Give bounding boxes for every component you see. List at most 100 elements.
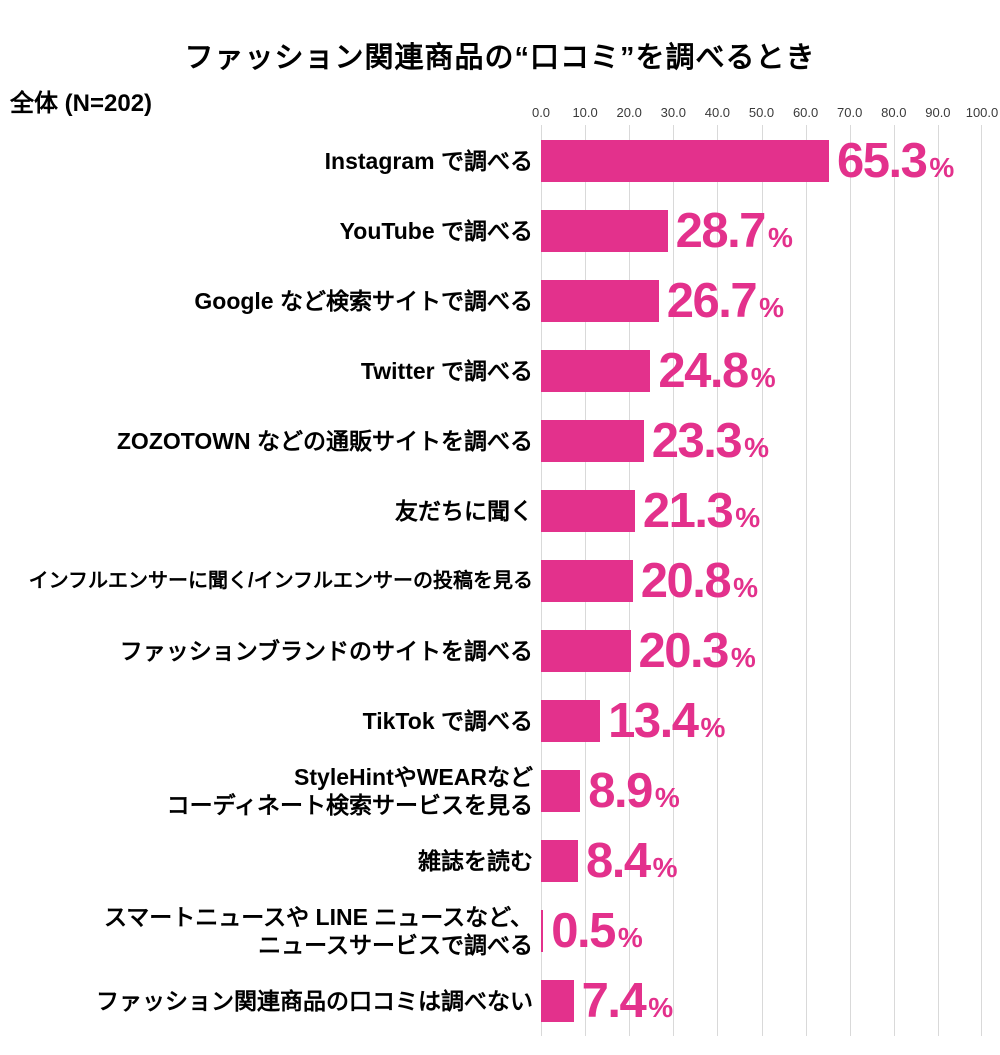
percent-sign: % [750,361,776,393]
value-number: 21.3 [642,483,734,538]
bar-track: 26.7% [541,266,982,336]
bar-row: 雑誌を読む 8.4% [0,826,1000,896]
percent-sign: % [652,851,678,883]
x-axis-tick-label: 60.0 [792,105,819,120]
x-axis-tick-label: 90.0 [925,105,951,120]
percent-sign: % [733,571,758,603]
value-number: 8.9 [588,763,653,818]
category-label: ファッションブランドのサイトを調べる [119,637,533,664]
bar-row: 友だちに聞く 21.3% [0,476,1000,546]
category-label: スマートニュースや LINE ニュースなど、 ニュースサービスで調べる [103,903,533,958]
bar-track: 21.3% [541,476,982,546]
value-label: 24.8% [658,343,776,398]
bar-track: 65.3% [541,126,982,196]
x-axis-tick-label: 10.0 [572,105,598,120]
bar-row: Twitter で調べる 24.8% [0,336,1000,406]
bar [541,700,601,742]
category-label: Instagram で調べる [324,147,533,174]
category-label: 友だちに聞く [395,497,533,524]
value-number: 24.8 [658,343,749,398]
value-label: 7.4% [581,973,674,1028]
percent-sign: % [648,991,674,1023]
plot-area: 0.0 10.0 20.0 30.0 40.0 50.0 60.0 70.0 80.0 90.0 1… [532,106,998,1036]
value-number: 20.3 [638,623,730,678]
gridline [717,125,719,1036]
gridline [805,125,807,1036]
bar [541,280,659,322]
bar-track: 20.3% [541,616,982,686]
category-label: インフルエンサーに聞く/インフルエンサーの投稿を見る [28,569,533,592]
bar-row: TikTok で調べる 13.4% [0,686,1000,756]
percent-sign: % [700,711,726,743]
bar [541,140,829,182]
value-label: 21.3% [642,483,761,538]
value-number: 0.5 [551,903,616,958]
percent-sign: % [735,501,761,533]
gridline [673,125,675,1036]
value-label: 26.7% [666,273,785,328]
bar-track: 8.9% [541,756,982,826]
bar-track: 24.8% [541,336,982,406]
chart-rows: Instagram で調べる 65.3% YouTube で調べる 28.7% Goog… [0,126,1000,1036]
x-axis-tick-label: 70.0 [837,105,863,120]
bar-track: 20.8% [541,546,982,616]
gridline [893,125,895,1036]
value-label: 8.4% [586,833,678,888]
bar-track: 8.4% [541,826,982,896]
bar [541,980,574,1022]
bar-row: Instagram で調べる 65.3% [0,126,1000,196]
gridline [981,125,982,1036]
percent-sign: % [617,921,643,953]
gridline [761,125,763,1036]
x-axis-tick-label: 30.0 [660,105,686,120]
x-axis-tick-label: 20.0 [616,105,642,120]
category-label: TikTok で調べる [362,707,533,734]
bar [541,490,635,532]
bar-track: 0.5% [541,896,982,966]
bar-track: 7.4% [541,966,982,1036]
bar-row: ファッションブランドのサイトを調べる 20.3% [0,616,1000,686]
bar-row: スマートニュースや LINE ニュースなど、 ニュースサービスで調べる 0.5% [0,896,1000,966]
x-axis-tick-label: 100.0 [965,105,999,120]
value-label: 65.3% [836,133,954,188]
bar-row: ZOZOTOWN などの通販サイトを調べる 23.3% [0,406,1000,476]
bar [541,420,644,462]
category-label: 雑誌を読む [418,847,533,874]
gridline [849,125,851,1036]
category-label: ファッション関連商品の口コミは調べない [96,987,533,1014]
percent-sign: % [744,431,770,463]
value-number: 13.4 [608,693,699,748]
percent-sign: % [759,291,785,323]
value-number: 28.7 [675,203,767,258]
bar [541,910,544,952]
bar [541,560,633,602]
bar [541,630,631,672]
x-axis-tick-label: 40.0 [704,105,731,120]
chart-title: ファッション関連商品の“口コミ”を調べるとき [184,42,816,74]
bar-track: 28.7% [541,196,982,266]
value-number: 65.3 [836,133,928,188]
value-number: 7.4 [581,973,647,1028]
value-label: 20.8% [640,553,758,608]
value-label: 0.5% [551,903,643,958]
bar [541,770,581,812]
category-label: Google など検索サイトで調べる [194,287,533,314]
gridline [937,125,939,1036]
value-number: 23.3 [651,413,743,468]
category-label: StyleHintやWEARなど コーディネート検索サービスを見る [166,763,533,818]
sample-size-label: 全体 (N=202) [10,90,153,117]
value-number: 8.4 [586,833,651,888]
value-number: 20.8 [640,553,732,608]
bar [541,840,579,882]
bar-row: StyleHintやWEARなど コーディネート検索サービスを見る 8.9% [0,756,1000,826]
bar-row: Google など検索サイトで調べる 26.7% [0,266,1000,336]
bar-row: YouTube で調べる 28.7% [0,196,1000,266]
value-number: 26.7 [666,273,758,328]
bar-row: インフルエンサーに聞く/インフルエンサーの投稿を見る 20.8% [0,546,1000,616]
value-label: 23.3% [651,413,770,468]
percent-sign: % [767,221,793,253]
bar-track: 13.4% [541,686,982,756]
percent-sign: % [730,641,756,673]
bar [541,210,668,252]
